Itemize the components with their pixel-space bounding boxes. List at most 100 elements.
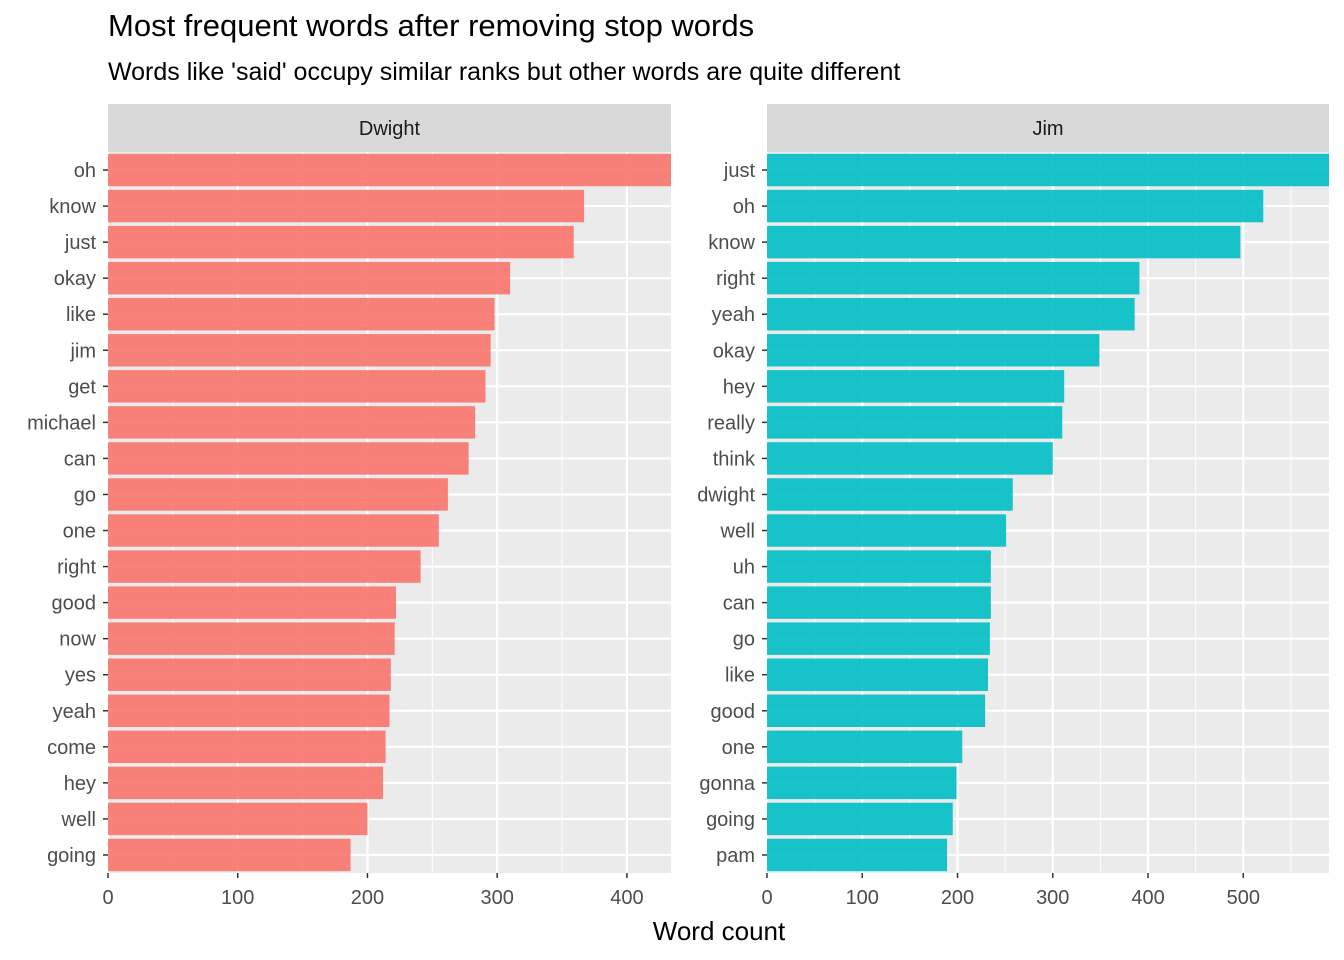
y-tick-label: hey xyxy=(723,376,755,398)
y-tick-label: go xyxy=(733,629,755,651)
bar-dwight-okay xyxy=(108,261,511,295)
bar-jim-oh xyxy=(767,189,1264,223)
bar-dwight-yes xyxy=(108,658,391,691)
y-tick-label: yes xyxy=(65,665,96,687)
y-tick-label: now xyxy=(59,629,96,651)
x-tick-label: 400 xyxy=(610,887,643,909)
panel-background xyxy=(108,152,671,873)
bar-jim-go xyxy=(767,622,990,655)
bar-dwight-right xyxy=(108,550,421,583)
y-tick-label: like xyxy=(66,304,96,326)
bar-dwight-like xyxy=(108,298,495,331)
y-tick-label: just xyxy=(64,232,97,254)
x-tick-label: 100 xyxy=(221,887,254,909)
bar-dwight-go xyxy=(108,478,448,511)
bar-dwight-michael xyxy=(108,406,476,439)
y-tick-label: oh xyxy=(733,196,755,218)
bar-dwight-one xyxy=(108,514,439,547)
y-tick-label: right xyxy=(716,268,755,290)
bar-dwight-yeah xyxy=(108,694,390,727)
y-tick-label: uh xyxy=(733,557,755,579)
bar-jim-well xyxy=(767,514,1007,547)
y-tick-label: good xyxy=(711,701,756,723)
y-tick-label: go xyxy=(74,484,96,506)
y-tick-label: know xyxy=(708,232,755,254)
bar-jim-really xyxy=(767,406,1063,439)
x-tick-label: 200 xyxy=(351,887,384,909)
bar-dwight-good xyxy=(108,586,396,619)
y-tick-label: oh xyxy=(74,160,96,182)
y-tick-label: yeah xyxy=(712,304,755,326)
y-tick-label: think xyxy=(713,448,756,470)
y-tick-label: right xyxy=(57,557,96,579)
y-tick-label: well xyxy=(720,521,755,543)
bar-jim-hey xyxy=(767,370,1065,403)
panel-strip xyxy=(767,104,1329,152)
y-tick-label: michael xyxy=(27,412,96,434)
panel-strip-label: Dwight xyxy=(359,118,421,140)
bar-jim-can xyxy=(767,586,991,619)
bar-dwight-jim xyxy=(108,334,491,367)
panel-strip-label: Jim xyxy=(1032,118,1063,140)
y-tick-label: okay xyxy=(713,340,755,362)
y-tick-label: gonna xyxy=(699,773,755,795)
bar-jim-uh xyxy=(767,550,991,583)
x-tick-label: 0 xyxy=(761,887,772,909)
y-tick-label: like xyxy=(725,665,755,687)
bar-dwight-now xyxy=(108,622,395,655)
bar-dwight-oh xyxy=(108,153,671,187)
bar-dwight-get xyxy=(108,370,486,403)
x-tick-label: 300 xyxy=(480,887,513,909)
y-tick-label: jim xyxy=(69,340,96,362)
bar-jim-pam xyxy=(767,838,948,872)
panel-dwight: Dwight oh know just okay like jim get michael can… xyxy=(27,104,671,909)
x-tick-label: 300 xyxy=(1036,887,1069,909)
y-tick-label: well xyxy=(61,809,96,831)
y-tick-label: going xyxy=(706,809,755,831)
x-tick-label: 0 xyxy=(102,887,113,909)
bar-dwight-hey xyxy=(108,766,384,800)
bar-dwight-going xyxy=(108,838,351,872)
y-tick-label: one xyxy=(722,737,755,759)
bar-jim-yeah xyxy=(767,298,1135,331)
panel-jim: Jim just oh know right yeah okay hey really think… xyxy=(697,104,1329,909)
bar-jim-gonna xyxy=(767,766,957,800)
y-tick-label: know xyxy=(49,196,96,218)
bar-dwight-can xyxy=(108,442,469,475)
x-axis-title: Word count xyxy=(653,916,786,946)
bar-dwight-know xyxy=(108,189,585,223)
x-tick-label: 100 xyxy=(846,887,879,909)
bar-dwight-just xyxy=(108,225,574,259)
bar-jim-just xyxy=(767,153,1329,187)
chart-subtitle: Words like 'said' occupy similar ranks b… xyxy=(108,58,901,86)
bar-jim-dwight xyxy=(767,478,1013,511)
y-tick-label: one xyxy=(63,521,96,543)
x-tick-label: 500 xyxy=(1227,887,1260,909)
panel-strip xyxy=(108,104,671,152)
y-tick-label: dwight xyxy=(697,484,755,506)
y-tick-label: yeah xyxy=(53,701,96,723)
y-tick-label: hey xyxy=(64,773,96,795)
bar-jim-one xyxy=(767,730,963,764)
y-tick-label: can xyxy=(64,448,96,470)
y-tick-label: just xyxy=(723,160,756,182)
bar-jim-right xyxy=(767,261,1140,295)
bar-jim-going xyxy=(767,802,953,836)
panel-background xyxy=(767,152,1329,873)
y-tick-label: pam xyxy=(716,845,755,867)
x-tick-label: 400 xyxy=(1131,887,1164,909)
y-tick-label: really xyxy=(707,412,755,434)
chart-title: Most frequent words after removing stop … xyxy=(108,8,755,43)
y-tick-label: going xyxy=(47,845,96,867)
y-tick-label: can xyxy=(723,593,755,615)
bar-jim-know xyxy=(767,225,1241,259)
bar-jim-like xyxy=(767,658,988,691)
y-tick-label: okay xyxy=(54,268,96,290)
bar-dwight-well xyxy=(108,802,368,836)
bar-dwight-come xyxy=(108,730,386,764)
bar-jim-good xyxy=(767,694,986,727)
y-tick-label: come xyxy=(47,737,96,759)
bar-jim-okay xyxy=(767,334,1100,367)
y-tick-label: good xyxy=(52,593,97,615)
